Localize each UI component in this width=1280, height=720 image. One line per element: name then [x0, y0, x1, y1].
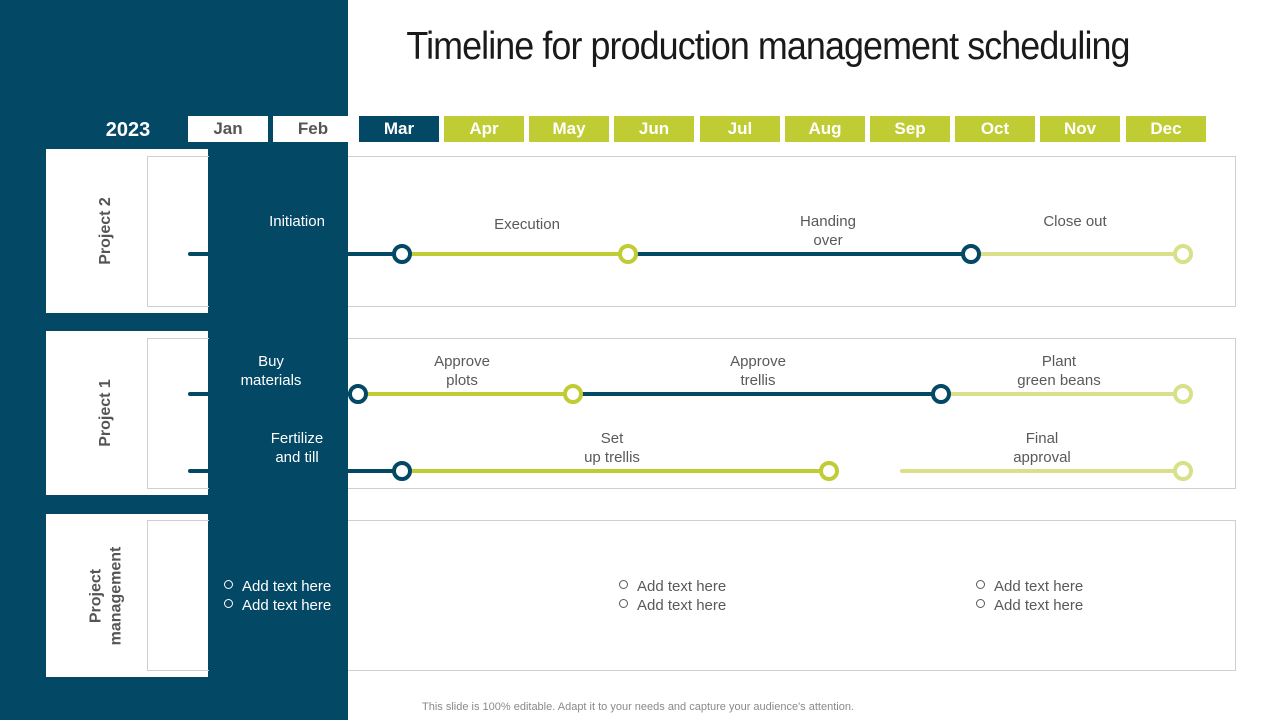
- p1t1-milestone-3: [931, 384, 951, 404]
- p1t1-milestone-4: [1173, 384, 1193, 404]
- month-may: May: [529, 116, 609, 142]
- pm-bullet: Add text here: [224, 596, 331, 615]
- p1t1-milestone-2: [563, 384, 583, 404]
- p1-label-fertilize-and-till: Fertilize and till: [270, 430, 324, 466]
- row-label-project-management: Project management: [46, 514, 208, 677]
- pm-bullets-group-1: Add text here Add text here: [224, 577, 331, 615]
- p2-label-execution: Execution: [494, 216, 560, 233]
- bullet-circle-icon: [619, 580, 628, 589]
- month-apr: Apr: [444, 116, 524, 142]
- pm-bullet: Add text here: [619, 596, 726, 615]
- month-oct: Oct: [955, 116, 1035, 142]
- bullet-circle-icon: [976, 599, 985, 608]
- p1-label-buy-materials: Buy materials: [240, 353, 302, 389]
- p1t2-milestone-1: [392, 461, 412, 481]
- pm-bullets-group-3: Add text here Add text here: [976, 577, 1083, 615]
- pm-bullet: Add text here: [976, 596, 1083, 615]
- bullet-circle-icon: [976, 580, 985, 589]
- pm-bullet: Add text here: [619, 577, 726, 596]
- month-feb: Feb: [273, 116, 353, 142]
- p2-label-handing-over: Handing over: [800, 213, 856, 249]
- month-dec: Dec: [1126, 116, 1206, 142]
- month-jun: Jun: [614, 116, 694, 142]
- bullet-circle-icon: [224, 580, 233, 589]
- teal-strip-projects: [209, 149, 348, 489]
- month-mar: Mar: [359, 116, 439, 142]
- teal-strip-pm: [209, 514, 348, 677]
- month-jul: Jul: [700, 116, 780, 142]
- p1-label-final-approval: Final approval: [1013, 430, 1071, 466]
- row-box-project-management: [147, 520, 1236, 671]
- month-sep: Sep: [870, 116, 950, 142]
- p1-label-approve-trellis: Approve trellis: [730, 353, 786, 389]
- row-box-project-2: [147, 156, 1236, 307]
- p2-milestone-3: [961, 244, 981, 264]
- p2-milestone-1: [392, 244, 412, 264]
- year-label: 2023: [105, 119, 151, 141]
- p1t1-milestone-1: [348, 384, 368, 404]
- row-label-project-2: Project 2: [46, 149, 208, 313]
- month-nov: Nov: [1040, 116, 1120, 142]
- footer-note: This slide is 100% editable. Adapt it to…: [422, 701, 854, 713]
- p2-label-initiation: Initiation: [269, 213, 325, 230]
- pm-bullets-group-2: Add text here Add text here: [619, 577, 726, 615]
- bullet-circle-icon: [224, 599, 233, 608]
- month-jan: Jan: [188, 116, 268, 142]
- row-box-project-1: [147, 338, 1236, 489]
- p2-milestone-2: [618, 244, 638, 264]
- bullet-circle-icon: [619, 599, 628, 608]
- p1-label-plant-green-beans: Plant green beans: [1017, 353, 1101, 389]
- p1t2-milestone-2: [819, 461, 839, 481]
- slide-title: Timeline for production management sched…: [406, 25, 1130, 68]
- p1t2-milestone-3: [1173, 461, 1193, 481]
- pm-bullet: Add text here: [976, 577, 1083, 596]
- p1-label-approve-plots: Approve plots: [434, 353, 490, 389]
- row-label-project-1: Project 1: [46, 331, 208, 495]
- month-aug: Aug: [785, 116, 865, 142]
- p2-milestone-4: [1173, 244, 1193, 264]
- pm-bullet: Add text here: [224, 577, 331, 596]
- p2-label-close-out: Close out: [1043, 213, 1107, 230]
- p1-label-set-up-trellis: Set up trellis: [584, 430, 640, 466]
